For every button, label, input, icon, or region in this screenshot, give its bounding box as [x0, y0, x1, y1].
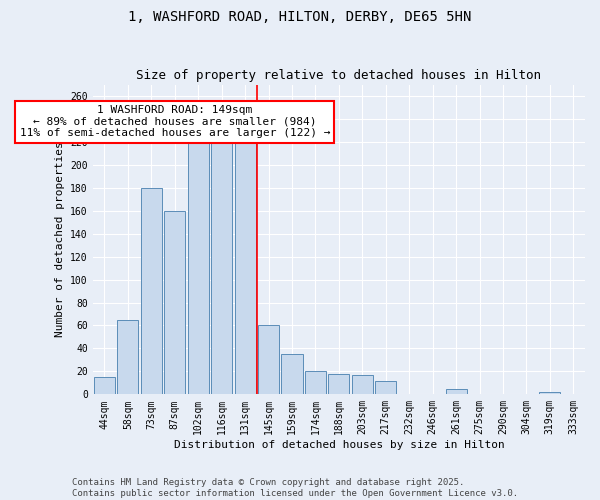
- Bar: [235, 113, 256, 394]
- Text: 1, WASHFORD ROAD, HILTON, DERBY, DE65 5HN: 1, WASHFORD ROAD, HILTON, DERBY, DE65 5H…: [128, 10, 472, 24]
- Bar: [375, 380, 397, 394]
- X-axis label: Distribution of detached houses by size in Hilton: Distribution of detached houses by size …: [173, 440, 504, 450]
- Bar: [328, 374, 349, 394]
- Bar: [188, 130, 209, 394]
- Text: 1 WASHFORD ROAD: 149sqm
← 89% of detached houses are smaller (984)
11% of semi-d: 1 WASHFORD ROAD: 149sqm ← 89% of detache…: [20, 105, 330, 138]
- Title: Size of property relative to detached houses in Hilton: Size of property relative to detached ho…: [136, 69, 541, 82]
- Bar: [539, 392, 560, 394]
- Bar: [141, 188, 162, 394]
- Bar: [281, 354, 302, 395]
- Bar: [258, 326, 279, 394]
- Bar: [118, 320, 139, 394]
- Bar: [446, 388, 467, 394]
- Bar: [305, 372, 326, 394]
- Bar: [94, 377, 115, 394]
- Bar: [164, 211, 185, 394]
- Bar: [352, 375, 373, 394]
- Y-axis label: Number of detached properties: Number of detached properties: [55, 142, 65, 338]
- Bar: [211, 113, 232, 394]
- Text: Contains HM Land Registry data © Crown copyright and database right 2025.
Contai: Contains HM Land Registry data © Crown c…: [72, 478, 518, 498]
